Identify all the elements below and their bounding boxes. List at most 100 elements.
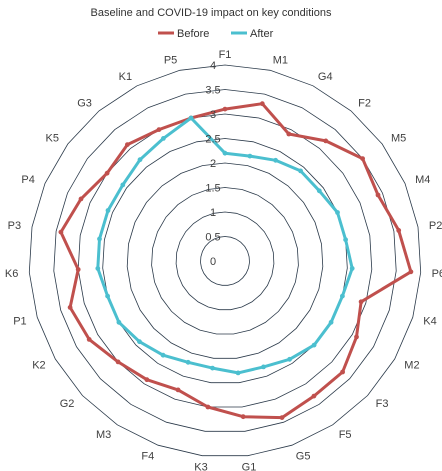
point-after-G4	[273, 157, 278, 163]
point-after-K2	[116, 319, 122, 325]
point-after-P2	[343, 237, 348, 243]
tick-label-4: 4	[210, 60, 216, 72]
tick-label-1: 1	[210, 207, 216, 219]
category-label-M3: M3	[96, 429, 111, 441]
point-after-F1	[222, 150, 228, 156]
point-before-K1	[156, 127, 162, 132]
tick-label-2: 2	[210, 158, 216, 170]
radar-grid	[28, 64, 422, 457]
point-after-G3	[137, 157, 143, 163]
grid-ring-2	[126, 162, 324, 359]
series-line-after	[96, 116, 354, 375]
point-after-G5	[261, 364, 266, 370]
point-before-G1	[240, 414, 246, 420]
tick-label-3: 3	[210, 109, 216, 121]
point-after-P4	[105, 208, 111, 213]
legend-label-before: Before	[177, 28, 209, 40]
point-before-G5	[279, 415, 285, 420]
grid-ring-1.5	[151, 187, 299, 335]
category-label-P1: P1	[13, 315, 26, 327]
point-after-M2	[328, 319, 334, 325]
point-before-P6	[408, 269, 414, 275]
category-label-K1: K1	[119, 71, 132, 83]
tick-label-1.5: 1.5	[205, 183, 220, 195]
point-before-M2	[354, 334, 359, 340]
point-after-P1	[105, 293, 110, 299]
category-label-K3: K3	[194, 462, 207, 471]
radar-series	[58, 101, 414, 420]
point-before-K4	[358, 299, 364, 305]
point-before-P3	[58, 229, 64, 235]
point-before-P1	[67, 305, 73, 310]
point-before-M1	[259, 101, 265, 107]
tick-label-0.5: 0.5	[205, 232, 220, 244]
category-label-K5: K5	[46, 132, 59, 144]
category-label-K6: K6	[5, 268, 18, 280]
category-label-G3: G3	[77, 97, 92, 109]
category-label-G4: G4	[318, 71, 333, 83]
category-label-K4: K4	[423, 315, 436, 327]
point-before-P4	[78, 196, 84, 202]
category-label-M4: M4	[415, 174, 430, 186]
category-label-F3: F3	[376, 398, 389, 410]
category-label-G1: G1	[242, 462, 257, 471]
point-after-P6	[349, 266, 355, 271]
category-label-M5: M5	[391, 132, 406, 144]
point-before-G4	[286, 131, 292, 137]
point-after-K4	[340, 293, 345, 299]
chart-title: Baseline and COVID-19 impact on key cond…	[91, 7, 332, 19]
point-before-P2	[396, 228, 402, 233]
point-before-K5	[104, 170, 110, 176]
point-before-K3	[205, 404, 211, 410]
tick-label-0: 0	[210, 256, 216, 268]
grid-ring-3.5	[53, 89, 397, 432]
category-label-P6: P6	[432, 268, 442, 280]
point-before-K2	[86, 337, 92, 342]
point-after-G2	[137, 339, 142, 345]
point-after-G1	[235, 370, 241, 376]
category-label-F4: F4	[141, 451, 154, 463]
point-before-K6	[75, 267, 81, 272]
point-before-M3	[144, 377, 150, 383]
category-label-F1: F1	[219, 49, 232, 61]
point-after-K3	[210, 365, 215, 371]
point-after-F5	[287, 356, 292, 362]
grid-ring-4	[28, 64, 422, 457]
radar-labels: 0 0.5 1 1.5 2 2.5 3 3.5 4F1 M1 G4 F2 M5 M4 P2 P6 K4 M2 F3 F…	[5, 49, 442, 471]
point-after-F3	[311, 342, 317, 348]
point-after-M5	[316, 188, 322, 194]
point-before-M4	[375, 192, 381, 198]
point-before-F5	[311, 393, 317, 399]
grid-ring-3	[77, 113, 373, 408]
point-before-G2	[115, 359, 121, 365]
grid-ring-2.5	[102, 138, 348, 384]
point-after-M4	[335, 210, 340, 215]
category-label-F5: F5	[339, 429, 352, 441]
category-label-P4: P4	[21, 174, 34, 186]
point-before-F2	[323, 138, 329, 144]
tick-label-2.5: 2.5	[205, 134, 220, 146]
point-before-M5	[360, 156, 365, 162]
point-after-K6	[95, 266, 101, 271]
category-label-G5: G5	[296, 451, 311, 463]
category-label-P5: P5	[164, 55, 177, 67]
point-after-M1	[247, 153, 253, 159]
point-before-F1	[222, 106, 228, 112]
point-after-F2	[298, 168, 303, 174]
category-label-P2: P2	[429, 220, 442, 232]
category-label-P3: P3	[8, 220, 21, 232]
point-before-F4	[175, 387, 181, 393]
point-after-P3	[97, 236, 102, 242]
point-after-P5	[188, 115, 194, 121]
grid-ring-0.5	[200, 236, 250, 286]
category-label-K2: K2	[32, 360, 45, 372]
series-line-before	[59, 102, 413, 420]
point-after-F4	[185, 359, 191, 365]
point-before-G3	[125, 142, 130, 148]
legend-label-after: After	[250, 28, 274, 40]
tick-label-3.5: 3.5	[205, 85, 220, 97]
legend: Before After	[158, 28, 274, 40]
category-label-M1: M1	[273, 55, 288, 67]
category-label-F2: F2	[358, 97, 371, 109]
